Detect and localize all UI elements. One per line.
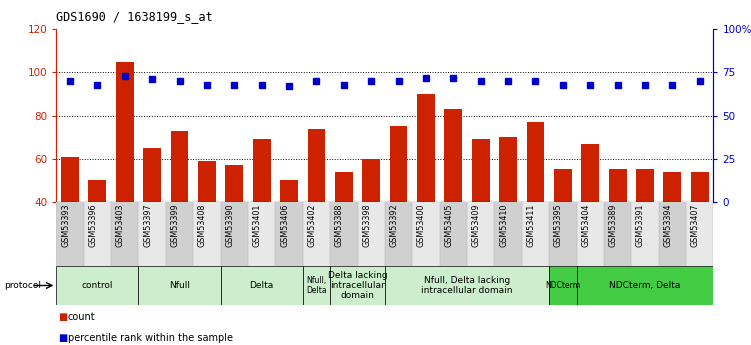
- Text: GSM53400: GSM53400: [417, 204, 426, 247]
- Bar: [221, 266, 303, 305]
- Text: percentile rank within the sample: percentile rank within the sample: [68, 333, 233, 343]
- Bar: [89, 180, 107, 288]
- Text: Nfull,
Delta: Nfull, Delta: [306, 276, 327, 295]
- Bar: [221, 202, 248, 266]
- Text: GSM53403: GSM53403: [116, 204, 125, 247]
- Bar: [467, 202, 494, 266]
- Text: GSM53407: GSM53407: [691, 204, 700, 247]
- Text: GSM53411: GSM53411: [526, 204, 535, 247]
- Bar: [166, 202, 193, 266]
- Text: GSM53390: GSM53390: [225, 204, 234, 247]
- Bar: [357, 202, 385, 266]
- Bar: [691, 171, 709, 288]
- Bar: [61, 157, 79, 288]
- Bar: [494, 202, 522, 266]
- Text: control: control: [82, 281, 113, 290]
- Bar: [577, 202, 604, 266]
- Bar: [138, 266, 221, 305]
- Bar: [445, 109, 462, 288]
- Text: GSM53398: GSM53398: [362, 204, 371, 247]
- Text: GSM53404: GSM53404: [581, 204, 590, 247]
- Bar: [604, 202, 632, 266]
- Text: ■: ■: [58, 312, 67, 322]
- Text: GSM53391: GSM53391: [636, 204, 645, 247]
- Bar: [522, 202, 549, 266]
- Bar: [280, 180, 298, 288]
- Bar: [83, 202, 111, 266]
- Bar: [554, 169, 572, 288]
- Text: Nfull, Delta lacking
intracellular domain: Nfull, Delta lacking intracellular domai…: [421, 276, 513, 295]
- Text: Nfull: Nfull: [169, 281, 190, 290]
- Bar: [385, 202, 412, 266]
- Bar: [170, 131, 189, 288]
- Bar: [111, 202, 138, 266]
- Bar: [330, 202, 357, 266]
- Text: count: count: [68, 312, 95, 322]
- Text: GSM53397: GSM53397: [143, 204, 152, 247]
- Text: GSM53389: GSM53389: [608, 204, 617, 247]
- Text: GSM53393: GSM53393: [61, 204, 70, 247]
- Bar: [303, 266, 330, 305]
- Bar: [303, 202, 330, 266]
- Text: GSM53410: GSM53410: [499, 204, 508, 247]
- Bar: [362, 159, 380, 288]
- Bar: [439, 202, 467, 266]
- Bar: [116, 62, 134, 288]
- Bar: [412, 202, 439, 266]
- Bar: [636, 169, 654, 288]
- Text: GSM53392: GSM53392: [390, 204, 399, 247]
- Bar: [56, 202, 83, 266]
- Bar: [472, 139, 490, 288]
- Text: GSM53408: GSM53408: [198, 204, 207, 247]
- Bar: [248, 202, 276, 266]
- Text: GSM53406: GSM53406: [280, 204, 289, 247]
- Bar: [663, 171, 681, 288]
- Text: GSM53396: GSM53396: [89, 204, 98, 247]
- Bar: [549, 202, 577, 266]
- Bar: [330, 266, 385, 305]
- Bar: [581, 144, 599, 288]
- Text: GSM53388: GSM53388: [335, 204, 344, 247]
- Bar: [198, 161, 216, 288]
- Bar: [390, 126, 408, 288]
- Bar: [143, 148, 161, 288]
- Text: GSM53394: GSM53394: [663, 204, 672, 247]
- Bar: [308, 128, 325, 288]
- Bar: [56, 266, 138, 305]
- Bar: [138, 202, 166, 266]
- Bar: [253, 139, 270, 288]
- Bar: [335, 171, 353, 288]
- Bar: [549, 266, 577, 305]
- Bar: [385, 266, 549, 305]
- Text: GSM53395: GSM53395: [553, 204, 562, 247]
- Bar: [225, 165, 243, 288]
- Text: protocol: protocol: [4, 281, 41, 290]
- Bar: [632, 202, 659, 266]
- Bar: [686, 202, 713, 266]
- Text: GDS1690 / 1638199_s_at: GDS1690 / 1638199_s_at: [56, 10, 213, 23]
- Bar: [659, 202, 686, 266]
- Bar: [577, 266, 713, 305]
- Text: NDCterm, Delta: NDCterm, Delta: [609, 281, 680, 290]
- Text: Delta lacking
intracellular
domain: Delta lacking intracellular domain: [327, 270, 388, 300]
- Bar: [609, 169, 626, 288]
- Text: GSM53402: GSM53402: [307, 204, 316, 247]
- Bar: [499, 137, 517, 288]
- Text: GSM53405: GSM53405: [445, 204, 454, 247]
- Bar: [276, 202, 303, 266]
- Text: GSM53401: GSM53401: [252, 204, 261, 247]
- Bar: [526, 122, 544, 288]
- Bar: [193, 202, 221, 266]
- Text: NDCterm: NDCterm: [545, 281, 581, 290]
- Text: GSM53409: GSM53409: [472, 204, 481, 247]
- Text: ■: ■: [58, 333, 67, 343]
- Text: GSM53399: GSM53399: [170, 204, 179, 247]
- Text: Delta: Delta: [249, 281, 274, 290]
- Bar: [417, 94, 435, 288]
